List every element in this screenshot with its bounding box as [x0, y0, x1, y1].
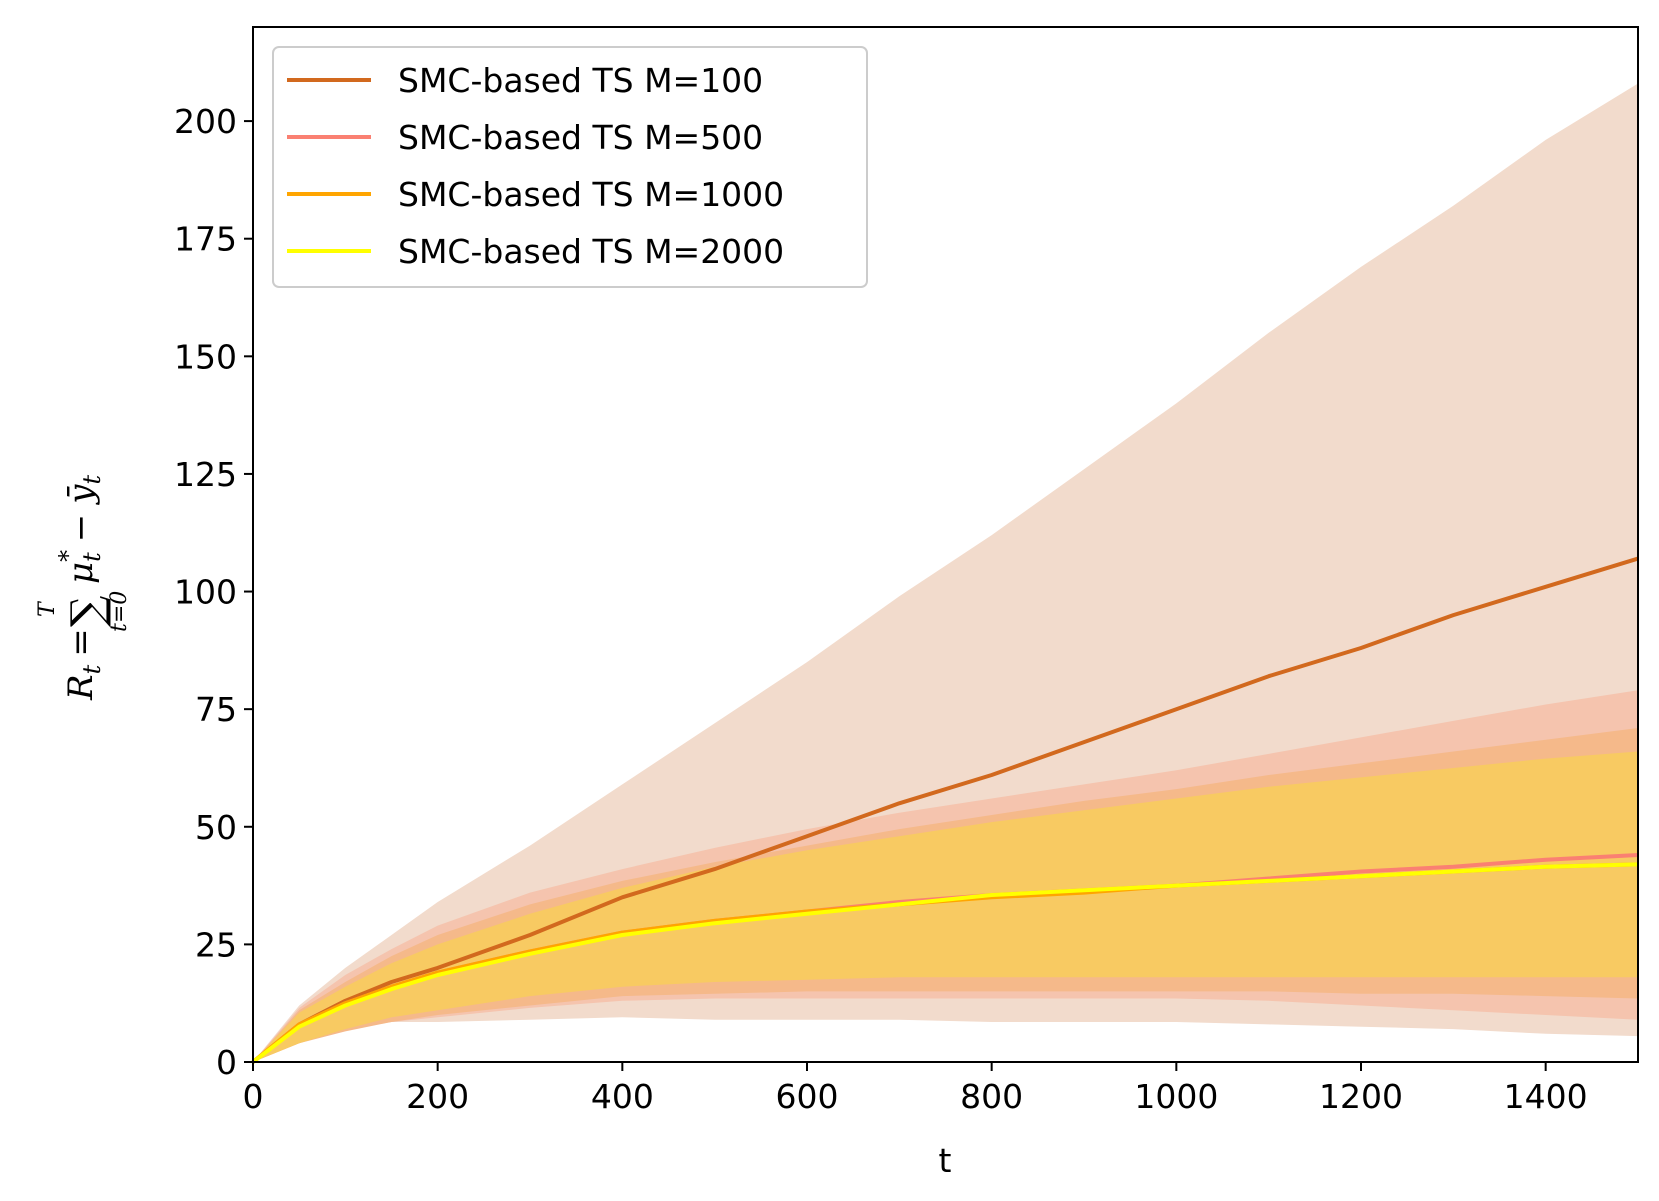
y-tick-label-200: 200 — [174, 102, 237, 141]
x-tick-label-400: 400 — [591, 1077, 654, 1116]
confidence-bands — [253, 83, 1638, 1062]
y-tick-label-125: 125 — [174, 455, 237, 494]
ylabel-sigma: ∑ — [62, 596, 113, 627]
x-tick-label-1000: 1000 — [1134, 1077, 1218, 1116]
y-tick-label-75: 75 — [195, 690, 237, 729]
y-tick-label-25: 25 — [195, 925, 237, 964]
legend-box — [272, 46, 868, 288]
legend-label-smc-based-ts-m-100: SMC-based TS M=100 — [398, 61, 763, 100]
x-tick-label-1400: 1400 — [1504, 1077, 1588, 1116]
x-axis-ticks: 0 200 400 600 800 1000 1200 1400 — [243, 1062, 1588, 1116]
ylabel-y-sub: t — [78, 475, 106, 485]
x-tick-label-800: 800 — [960, 1077, 1023, 1116]
y-tick-label-100: 100 — [174, 573, 237, 612]
ylabel-r-sub: t — [78, 664, 106, 674]
ylabel-r: R — [61, 674, 101, 701]
line-smc-based-ts-m-2000 — [251, 862, 1639, 1064]
ylabel-eq: = — [61, 628, 101, 657]
series-lines — [251, 556, 1639, 1064]
y-tick-label-150: 150 — [174, 337, 237, 376]
ylabel-mu: μ — [61, 562, 101, 584]
y-tick-label-50: 50 — [195, 808, 237, 847]
y-axis-ticks: 0 25 50 75 100 125 150 175 200 — [174, 102, 253, 1082]
y-tick-label-0: 0 — [216, 1043, 237, 1082]
y-axis-label: Rt= ∑ T t=0 μ*t−ȳt — [35, 475, 132, 701]
x-tick-label-1200: 1200 — [1319, 1077, 1403, 1116]
x-tick-label-600: 600 — [776, 1077, 839, 1116]
x-tick-label-200: 200 — [406, 1077, 469, 1116]
line-smc-based-ts-m-100 — [251, 556, 1639, 1064]
band-smc-based-ts-m-2000 — [253, 751, 1638, 1062]
ylabel-mu-sup: * — [54, 550, 82, 562]
ylabel-minus: − — [61, 514, 101, 543]
legend-label-smc-based-ts-m-1000: SMC-based TS M=1000 — [398, 175, 784, 214]
legend-label-smc-based-ts-m-500: SMC-based TS M=500 — [398, 118, 763, 157]
svg-text:Rt=: Rt = — [61, 628, 106, 701]
svg-text:μ*t−ȳt: μ*t−ȳt — [54, 475, 106, 584]
x-tick-label-0: 0 — [243, 1077, 264, 1116]
ylabel-mu-sub: t — [78, 552, 106, 562]
plot-frame — [252, 26, 1639, 1063]
ylabel-sigma-top: T — [35, 600, 60, 617]
y-tick-label-175: 175 — [174, 220, 237, 259]
legend: SMC-based TS M=100 SMC-based TS M=500 SMC-… — [272, 46, 868, 288]
ylabel-ybar: ȳ — [61, 484, 101, 506]
legend-label-smc-based-ts-m-2000: SMC-based TS M=2000 — [398, 232, 784, 271]
ylabel-sigma-bottom: t=0 — [107, 591, 132, 632]
x-axis-label: t — [939, 1141, 952, 1180]
